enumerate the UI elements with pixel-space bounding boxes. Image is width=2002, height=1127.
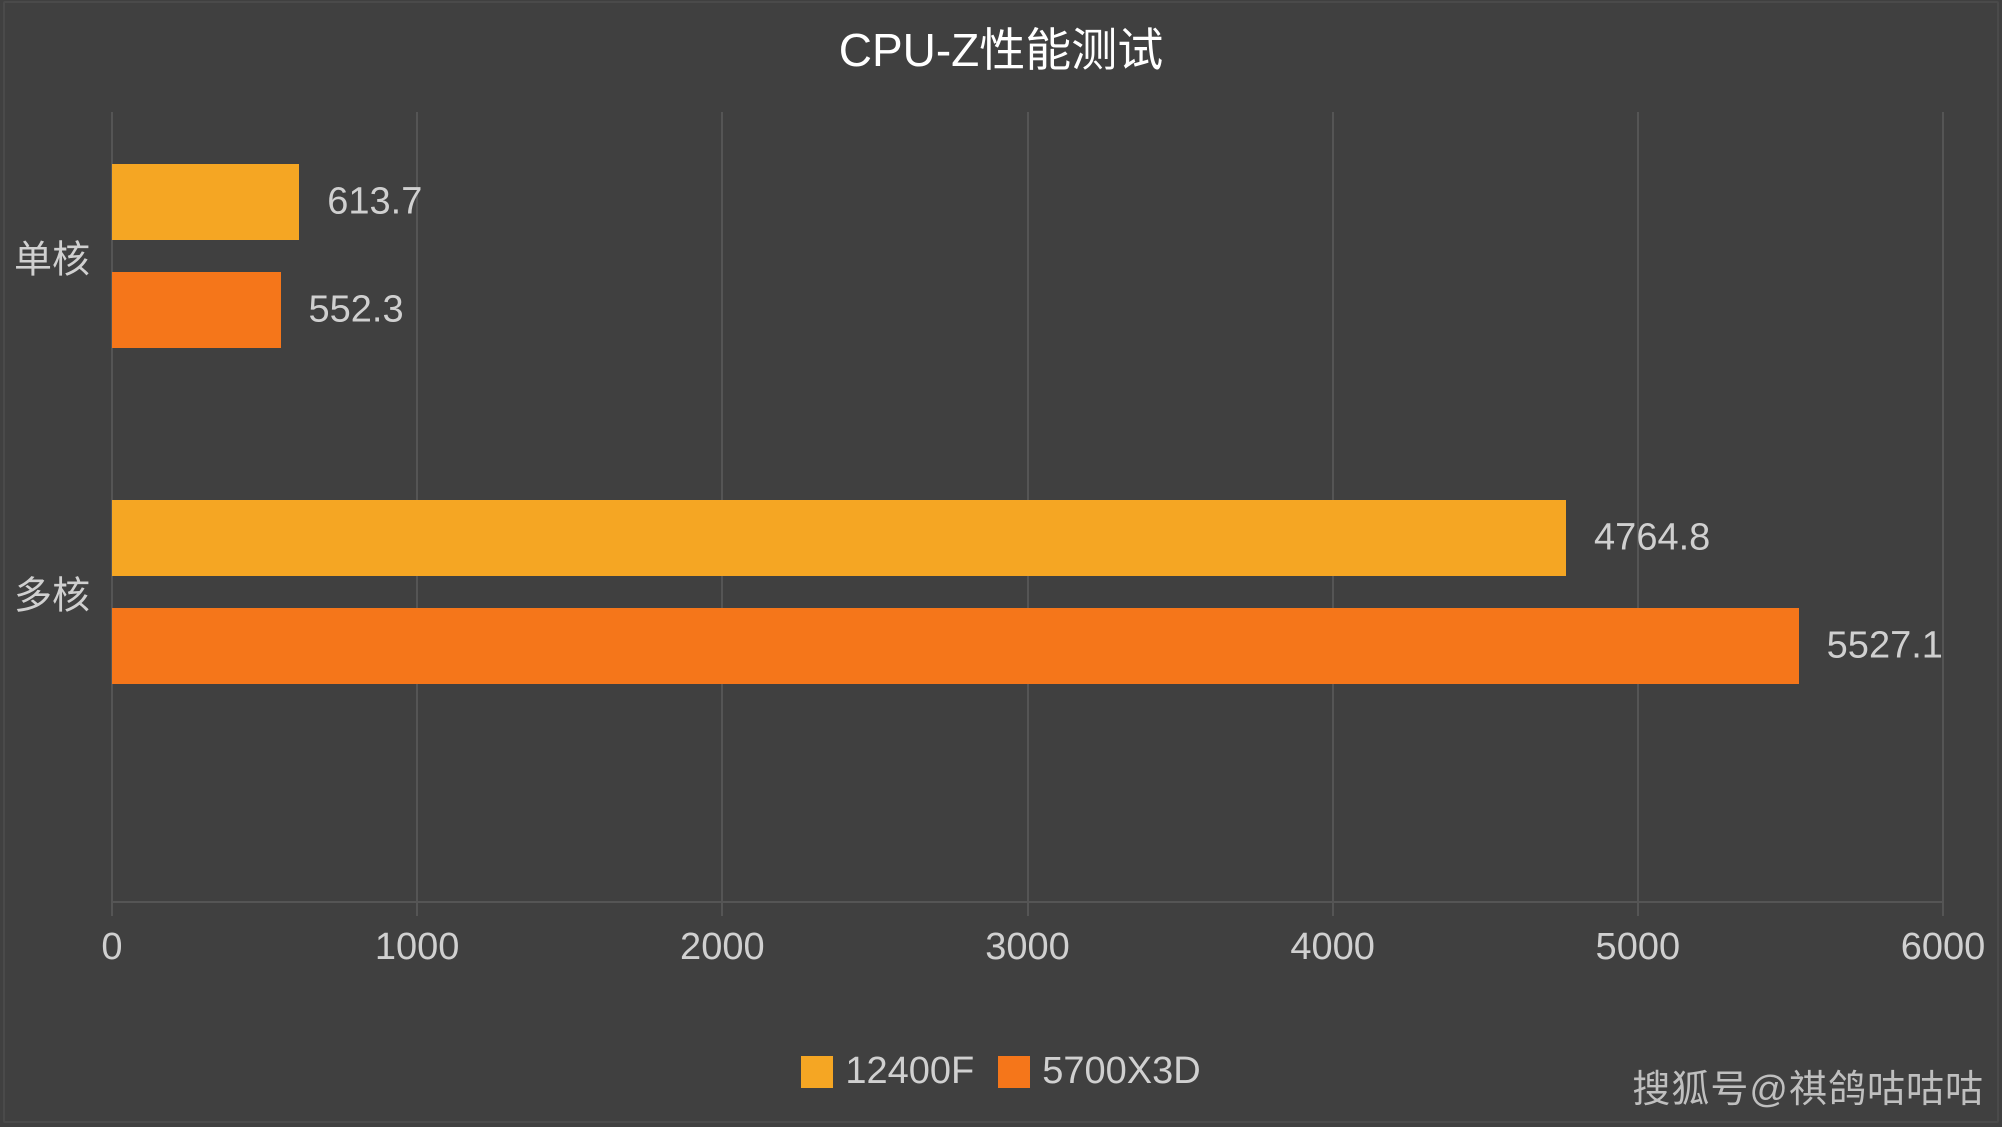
x-tick-label: 6000 xyxy=(1901,926,1986,969)
bar xyxy=(112,164,299,240)
legend-swatch xyxy=(998,1056,1030,1088)
watermark: 搜狐号@祺鸽咕咕咕 xyxy=(1632,1058,1984,1113)
gridline xyxy=(1942,112,1944,902)
plot-area: 0100020003000400050006000613.7552.34764.… xyxy=(112,112,1943,902)
legend-label: 5700X3D xyxy=(1042,1050,1200,1093)
x-tick xyxy=(111,902,113,916)
bar-value-label: 613.7 xyxy=(327,181,422,224)
x-tick-label: 4000 xyxy=(1290,926,1375,969)
y-category-label: 单核 xyxy=(14,229,90,284)
x-tick xyxy=(1942,902,1944,916)
bar xyxy=(112,272,281,348)
x-tick-label: 1000 xyxy=(375,926,460,969)
legend-item: 12400F xyxy=(801,1050,974,1093)
legend-label: 12400F xyxy=(845,1050,974,1093)
x-axis-line xyxy=(112,901,1943,903)
legend-swatch xyxy=(801,1056,833,1088)
x-tick xyxy=(1332,902,1334,916)
chart-title: CPU-Z性能测试 xyxy=(0,14,2002,80)
bar-value-label: 4764.8 xyxy=(1594,517,1710,560)
bar xyxy=(112,500,1566,576)
x-tick xyxy=(1637,902,1639,916)
x-tick xyxy=(1027,902,1029,916)
x-tick xyxy=(721,902,723,916)
bar xyxy=(112,608,1799,684)
x-tick xyxy=(416,902,418,916)
y-category-label: 多核 xyxy=(14,565,90,620)
x-tick-label: 3000 xyxy=(985,926,1070,969)
gridline xyxy=(1637,112,1639,902)
bar-value-label: 552.3 xyxy=(309,289,404,332)
bar-value-label: 5527.1 xyxy=(1827,625,1943,668)
chart-container: CPU-Z性能测试 0 1000 2000 3000 4000 5000 6000 613.7… xyxy=(0,0,2002,1127)
x-tick-label: 5000 xyxy=(1596,926,1681,969)
legend-item: 5700X3D xyxy=(998,1050,1200,1093)
x-tick-label: 0 xyxy=(101,926,122,969)
x-tick-label: 2000 xyxy=(680,926,765,969)
